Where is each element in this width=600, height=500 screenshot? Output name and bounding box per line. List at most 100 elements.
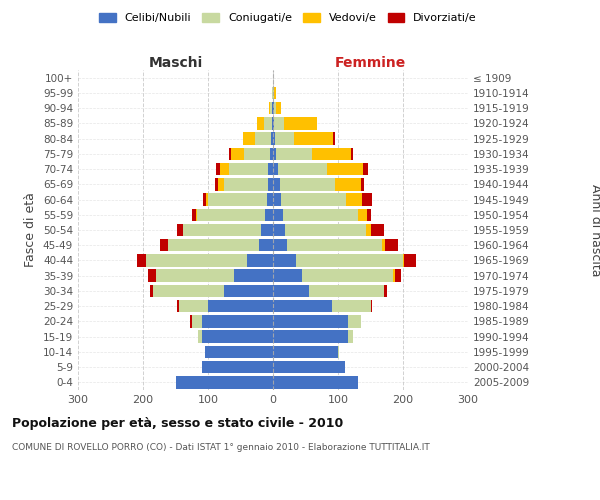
Bar xyxy=(362,163,368,175)
Bar xyxy=(193,208,196,221)
Bar xyxy=(272,117,273,130)
Bar xyxy=(205,346,273,358)
Bar xyxy=(273,194,281,206)
Bar xyxy=(148,270,156,282)
Bar xyxy=(335,178,361,190)
Bar xyxy=(178,224,182,236)
Bar xyxy=(371,300,372,312)
Bar xyxy=(285,224,366,236)
Bar xyxy=(265,208,273,221)
Bar xyxy=(366,224,371,236)
Bar xyxy=(137,254,146,266)
Bar xyxy=(178,300,179,312)
Bar xyxy=(362,194,372,206)
Bar xyxy=(273,376,358,388)
Bar xyxy=(272,86,273,99)
Bar xyxy=(168,239,259,252)
Bar xyxy=(383,284,384,297)
Bar xyxy=(184,224,262,236)
Bar xyxy=(259,239,273,252)
Bar xyxy=(149,284,153,297)
Bar xyxy=(202,330,273,343)
Bar xyxy=(371,224,384,236)
Bar xyxy=(234,270,273,282)
Bar xyxy=(287,239,382,252)
Bar xyxy=(273,346,338,358)
Bar xyxy=(358,208,367,221)
Bar xyxy=(190,315,192,328)
Bar xyxy=(179,300,208,312)
Bar xyxy=(218,178,224,190)
Text: Popolazione per età, sesso e stato civile - 2010: Popolazione per età, sesso e stato civil… xyxy=(12,418,343,430)
Bar xyxy=(338,346,340,358)
Bar xyxy=(274,117,284,130)
Bar xyxy=(202,361,273,374)
Bar xyxy=(229,148,231,160)
Bar xyxy=(273,148,276,160)
Bar xyxy=(275,102,281,115)
Bar xyxy=(243,132,255,145)
Bar xyxy=(160,239,168,252)
Bar xyxy=(271,102,272,115)
Bar xyxy=(273,270,302,282)
Bar xyxy=(273,86,274,99)
Bar xyxy=(351,148,353,160)
Bar xyxy=(182,224,184,236)
Bar xyxy=(273,239,287,252)
Bar xyxy=(281,194,346,206)
Bar xyxy=(273,361,344,374)
Bar xyxy=(153,284,224,297)
Bar xyxy=(296,254,403,266)
Bar xyxy=(309,284,383,297)
Bar xyxy=(208,300,273,312)
Bar xyxy=(273,330,348,343)
Bar xyxy=(331,300,371,312)
Bar xyxy=(268,178,273,190)
Bar xyxy=(197,208,265,221)
Bar xyxy=(268,163,273,175)
Bar xyxy=(273,208,283,221)
Bar xyxy=(273,300,331,312)
Bar xyxy=(393,270,395,282)
Bar xyxy=(312,148,351,160)
Bar xyxy=(206,194,208,206)
Bar xyxy=(284,117,317,130)
Bar xyxy=(274,102,275,115)
Bar xyxy=(266,194,273,206)
Bar xyxy=(273,254,296,266)
Bar xyxy=(231,148,244,160)
Bar xyxy=(202,315,273,328)
Bar xyxy=(203,194,206,206)
Bar xyxy=(262,224,273,236)
Bar xyxy=(273,132,275,145)
Bar xyxy=(274,86,275,99)
Bar xyxy=(270,148,273,160)
Bar xyxy=(348,330,353,343)
Bar xyxy=(280,178,335,190)
Text: Femmine: Femmine xyxy=(335,56,406,70)
Bar xyxy=(334,132,335,145)
Bar xyxy=(275,132,295,145)
Bar xyxy=(215,178,218,190)
Bar xyxy=(367,208,371,221)
Bar xyxy=(255,132,271,145)
Bar xyxy=(276,148,312,160)
Bar xyxy=(327,163,362,175)
Bar xyxy=(176,376,273,388)
Bar xyxy=(269,102,271,115)
Bar xyxy=(272,102,273,115)
Bar xyxy=(229,163,268,175)
Bar xyxy=(273,315,348,328)
Bar xyxy=(244,148,270,160)
Bar xyxy=(264,117,272,130)
Bar xyxy=(196,208,197,221)
Bar xyxy=(395,270,401,282)
Bar xyxy=(273,102,274,115)
Bar xyxy=(283,208,358,221)
Text: Maschi: Maschi xyxy=(148,56,203,70)
Bar xyxy=(247,254,273,266)
Bar xyxy=(273,178,280,190)
Bar xyxy=(224,178,268,190)
Bar xyxy=(220,163,229,175)
Bar xyxy=(302,270,393,282)
